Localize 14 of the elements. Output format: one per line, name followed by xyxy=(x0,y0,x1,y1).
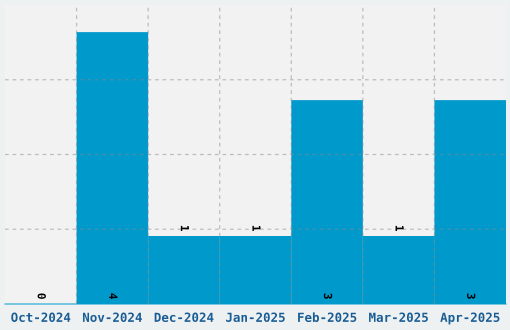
data-label: 4 xyxy=(109,293,118,300)
x-tick-label: Dec-2024 xyxy=(154,312,214,322)
x-tick-label: Mar-2025 xyxy=(369,312,428,322)
data-label: 1 xyxy=(180,226,189,232)
x-tick-label: Nov-2024 xyxy=(82,312,142,322)
x-tick-label: Oct-2024 xyxy=(11,312,70,322)
x-tick-label: Apr-2025 xyxy=(440,312,500,324)
data-label: 1 xyxy=(396,226,404,232)
data-label: 1 xyxy=(252,226,261,232)
data-label: 3 xyxy=(324,294,332,299)
data-label: 3 xyxy=(466,294,476,299)
x-tick-label: Feb-2025 xyxy=(298,312,356,322)
data-label: 0 xyxy=(38,293,46,299)
x-tick-label: Jan-2025 xyxy=(226,312,285,322)
